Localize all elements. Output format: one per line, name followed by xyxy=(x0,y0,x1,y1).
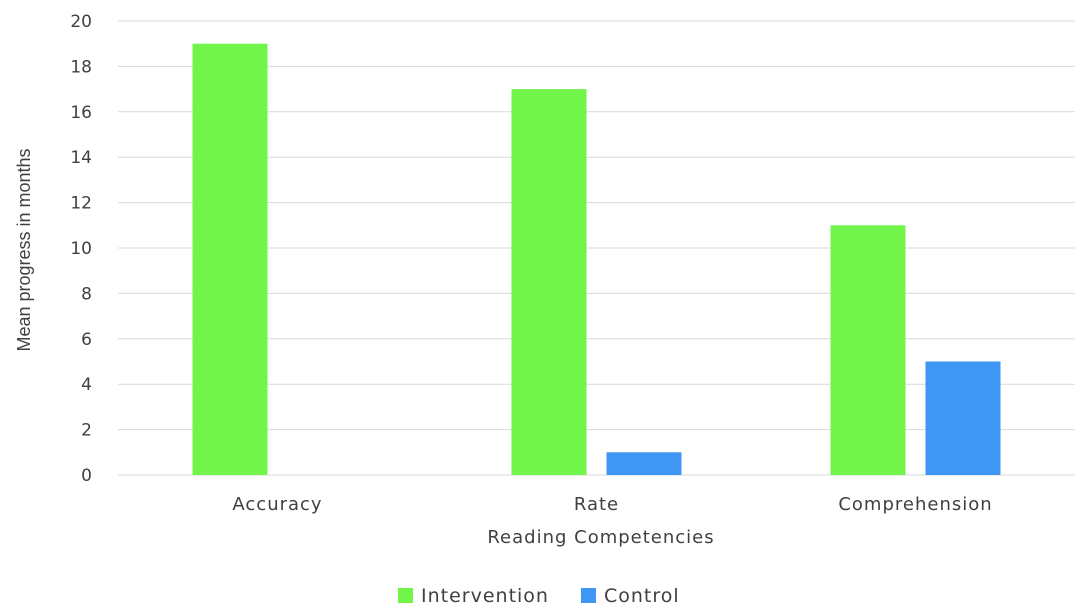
bar-control-rate xyxy=(606,452,682,475)
y-axis-ticks: 0 2 4 6 8 10 12 14 16 18 20 xyxy=(70,12,92,486)
y-tick-label: 8 xyxy=(81,284,92,304)
bar-intervention-comprehension xyxy=(830,225,906,475)
bar-intervention-rate xyxy=(511,89,587,475)
y-tick-label: 16 xyxy=(70,103,92,123)
y-tick-label: 6 xyxy=(81,330,92,350)
y-tick-label: 0 xyxy=(81,466,92,486)
y-tick-label: 12 xyxy=(70,194,92,214)
x-axis-label: Reading Competencies xyxy=(487,527,714,548)
x-tick-label: Accuracy xyxy=(232,494,322,515)
legend-swatch xyxy=(580,588,596,603)
legend-swatch xyxy=(398,588,413,603)
legend: Intervention Control xyxy=(398,585,680,607)
x-tick-label: Rate xyxy=(574,494,619,515)
legend-label: Control xyxy=(604,585,680,607)
bars xyxy=(192,43,1001,475)
bar-intervention-accuracy xyxy=(192,43,268,475)
y-tick-label: 20 xyxy=(70,12,92,32)
y-tick-label: 18 xyxy=(70,57,92,77)
y-tick-label: 14 xyxy=(70,148,92,168)
x-tick-label: Comprehension xyxy=(838,494,992,515)
y-tick-label: 4 xyxy=(81,375,92,395)
legend-label: Intervention xyxy=(421,585,549,607)
y-tick-label: 2 xyxy=(81,421,92,441)
gridlines xyxy=(118,20,1075,476)
x-axis-ticks: Accuracy Rate Comprehension xyxy=(232,494,992,515)
y-axis-label: Mean progress in months xyxy=(14,148,34,351)
bar-control-comprehension xyxy=(925,361,1001,475)
y-tick-label: 10 xyxy=(70,239,92,259)
